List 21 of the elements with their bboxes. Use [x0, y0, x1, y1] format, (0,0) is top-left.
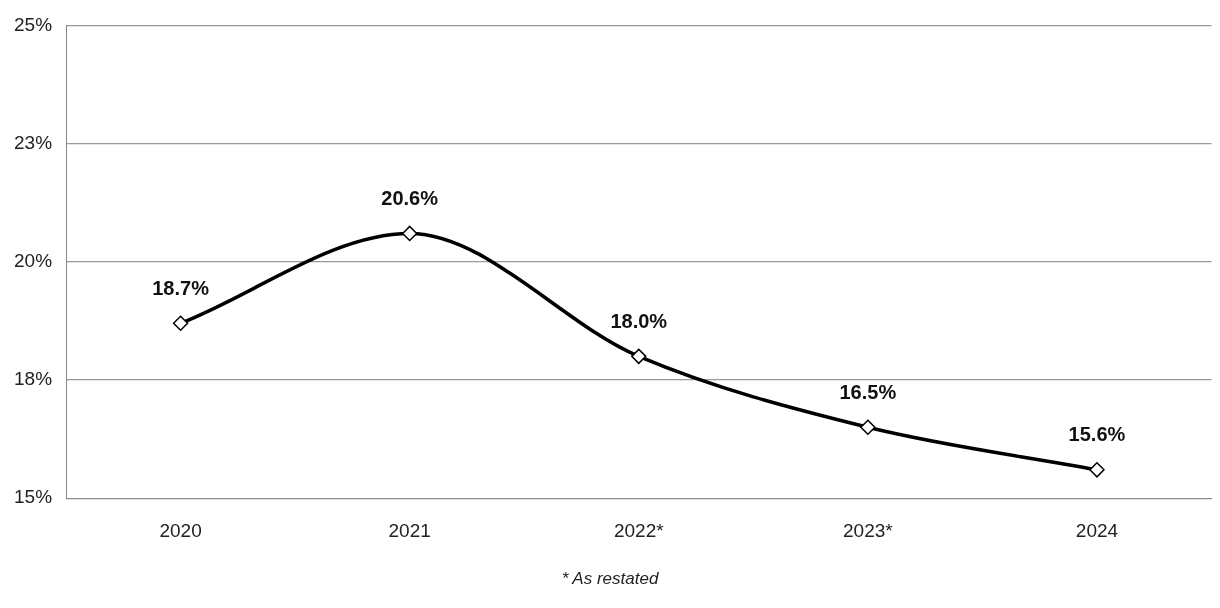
y-tick-label: 15% [14, 486, 53, 508]
y-tick-label: 23% [14, 131, 53, 153]
x-tick-label: 2024 [1075, 519, 1119, 541]
point [401, 225, 418, 242]
text: * As restated [560, 569, 660, 589]
point [1089, 462, 1105, 478]
y-tick-label: 18% [14, 368, 53, 390]
x-tick-label: 2023* [843, 519, 894, 541]
point [172, 315, 189, 332]
data-label: 18.7% [152, 276, 210, 299]
data-label: 18.0% [610, 309, 668, 332]
data-label: 16.5% [839, 380, 897, 403]
point [860, 419, 876, 436]
x-tick-label: 2021 [388, 519, 431, 541]
y-tick-label: 25% [14, 13, 53, 35]
y-tick-label: 20% [14, 250, 53, 272]
point [631, 348, 647, 365]
data-label: 20.6% [381, 186, 439, 209]
x-tick-label: 2020 [159, 519, 202, 541]
data-label: 15.6% [1068, 423, 1126, 446]
x-tick-label: 2022* [613, 519, 665, 541]
